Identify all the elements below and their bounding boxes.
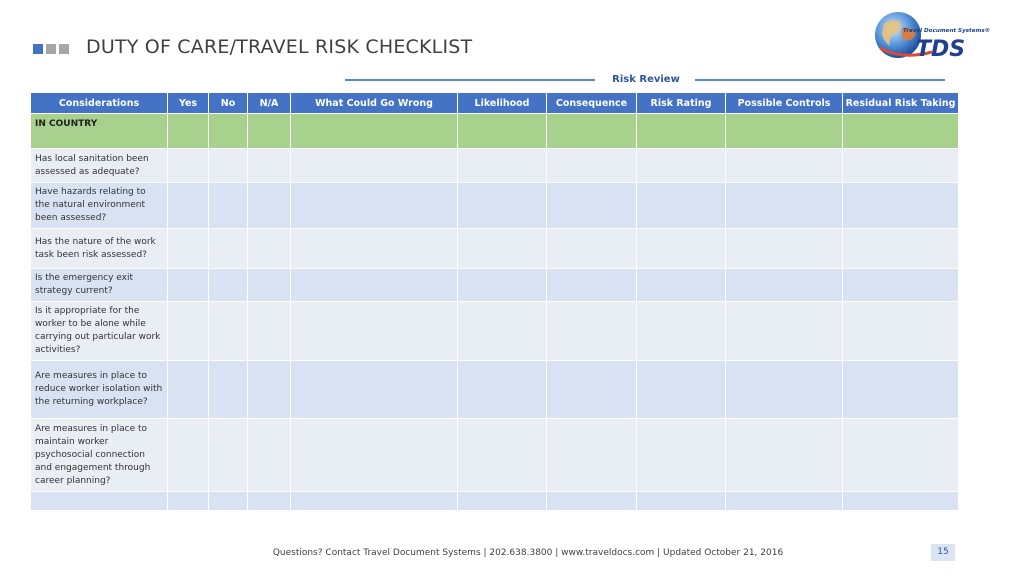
square-gray-icon (46, 44, 56, 54)
svg-text:Travel Document Systems®: Travel Document Systems® (903, 28, 990, 34)
consideration-cell (30, 491, 168, 511)
column-header-likelihood: Likelihood (457, 92, 547, 114)
section-label: IN COUNTRY (30, 113, 168, 149)
column-header-what-could-go-wrong: What Could Go Wrong (290, 92, 458, 114)
column-header-residual-risk-taking: Residual Risk Taking (842, 92, 959, 114)
consideration-cell: Has the nature of the work task been ris… (30, 228, 168, 269)
column-header-risk-rating: Risk Rating (636, 92, 726, 114)
page-title: DUTY OF CARE/TRAVEL RISK CHECKLIST (86, 36, 473, 58)
column-header-na: N/A (247, 92, 291, 114)
risk-checklist-table: Considerations Yes No N/A What Could Go … (30, 92, 959, 511)
consideration-cell: Are measures in place to maintain worker… (30, 418, 168, 492)
risk-review-label: Risk Review (612, 74, 680, 85)
consideration-cell: Are measures in place to reduce worker i… (30, 360, 168, 419)
title-squares-icon (33, 44, 69, 54)
table-row: Has local sanitation been assessed as ad… (30, 148, 959, 183)
consideration-cell: Has local sanitation been assessed as ad… (30, 148, 168, 183)
column-header-possible-controls: Possible Controls (725, 92, 843, 114)
review-line-right (695, 79, 945, 81)
table-header-row: Considerations Yes No N/A What Could Go … (30, 92, 959, 114)
column-header-considerations: Considerations (30, 92, 168, 114)
column-header-yes: Yes (167, 92, 209, 114)
table-row: Have hazards relating to the natural env… (30, 182, 959, 229)
column-header-consequence: Consequence (546, 92, 637, 114)
tds-logo: Travel Document Systems® TDS (875, 12, 990, 62)
page-number: 15 (931, 544, 955, 561)
review-line-left (345, 79, 595, 81)
table-row: Is it appropriate for the worker to be a… (30, 301, 959, 361)
square-gray-icon (59, 44, 69, 54)
consideration-cell: Is the emergency exit strategy current? (30, 268, 168, 302)
column-header-no: No (208, 92, 248, 114)
consideration-cell: Have hazards relating to the natural env… (30, 182, 168, 229)
footer-contact: Questions? Contact Travel Document Syste… (272, 548, 784, 558)
table-row (30, 491, 959, 511)
table-row: Are measures in place to maintain worker… (30, 418, 959, 492)
consideration-cell: Is it appropriate for the worker to be a… (30, 301, 168, 361)
table-row: Has the nature of the work task been ris… (30, 228, 959, 269)
section-row-in-country: IN COUNTRY (30, 113, 959, 149)
square-blue-icon (33, 44, 43, 54)
svg-text:TDS: TDS (916, 37, 965, 62)
table-row: Is the emergency exit strategy current? (30, 268, 959, 302)
table-row: Are measures in place to reduce worker i… (30, 360, 959, 419)
